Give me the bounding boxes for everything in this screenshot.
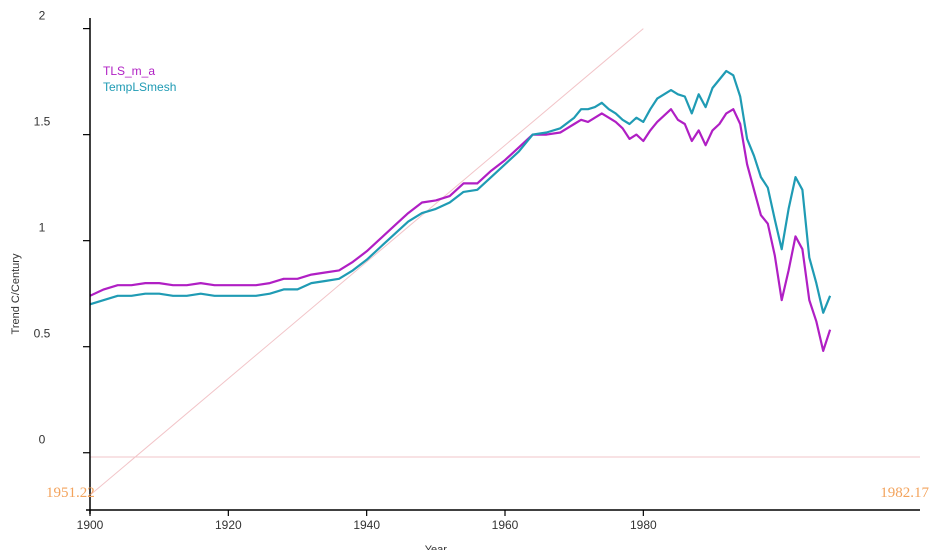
- x-tick-label: 1900: [77, 518, 104, 532]
- corner-label-left: 1951.22: [46, 485, 95, 501]
- legend-entry-tls-m-a: TLS_m_a: [103, 64, 155, 78]
- reference-line-diagonal: [90, 28, 644, 496]
- y-tick-label: 2: [39, 9, 46, 23]
- series-line-tls-m-a: [90, 108, 832, 352]
- corner-labels: 1951.22 1982.17: [46, 485, 929, 501]
- y-tick-label: 1.5: [34, 115, 51, 129]
- series-lines: [90, 69, 832, 352]
- y-axis-title: Trend C/Century: [10, 253, 22, 334]
- x-tick-label: 1920: [215, 518, 242, 532]
- x-axis-title: Year: [425, 544, 448, 550]
- x-tick-label: 1980: [630, 518, 657, 532]
- axes: 0 0.5 1 1.5 2 1900 1920 1940 1960 1980 Year Trend C…: [10, 9, 920, 550]
- y-tick-label: 0.5: [34, 327, 51, 341]
- reference-lines: [90, 28, 920, 496]
- y-tick-label: 1: [39, 221, 46, 235]
- legend-entry-templsmesh: TempLSmesh: [103, 80, 176, 94]
- legend: TLS_m_a TempLSmesh: [103, 64, 176, 94]
- x-tick-label: 1960: [492, 518, 519, 532]
- y-tick-label: 0: [39, 433, 46, 447]
- x-tick-label: 1940: [353, 518, 380, 532]
- series-line-templsmesh: [90, 69, 832, 314]
- corner-label-right: 1982.17: [880, 485, 929, 501]
